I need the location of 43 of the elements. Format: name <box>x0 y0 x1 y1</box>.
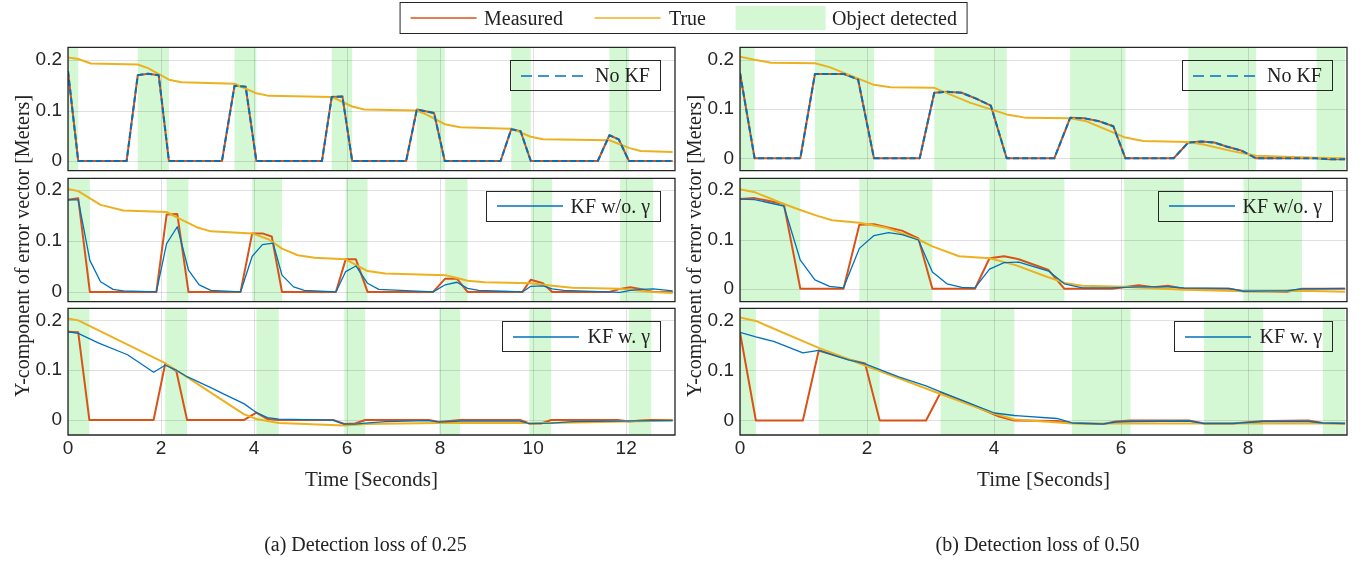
x-tick-label: 6 <box>341 436 353 458</box>
x-tick-label: 4 <box>988 436 1000 458</box>
x-tick-label: 6 <box>1115 436 1127 458</box>
x-tick-label: 12 <box>615 436 637 458</box>
x-tick-label: 2 <box>155 436 167 458</box>
x-tick-label: 2 <box>861 436 873 458</box>
y-tick-label: 0 <box>51 279 62 301</box>
text: (a) Detection loss of 0.25 <box>264 533 467 556</box>
y-tick-label: 0.2 <box>707 177 734 199</box>
x-axis-title: Time [Seconds] <box>977 466 1110 491</box>
y-tick-label: 0.2 <box>35 48 62 70</box>
y-tick-label: 0 <box>51 149 62 171</box>
y-axis-title: Y-component of error vector [Meters] <box>10 94 34 397</box>
y-tick-label: 0.2 <box>35 177 62 199</box>
legend-label: Object detected <box>831 6 957 30</box>
legend-label: True <box>668 6 706 30</box>
y-tick-label: 0 <box>723 146 734 168</box>
y-tick-label: 0 <box>723 408 734 430</box>
y-axis-title: Y-component of error vector [Meters] <box>682 94 706 397</box>
x-tick-label: 10 <box>522 436 544 458</box>
text: (b) Detection loss of 0.50 <box>935 533 1140 556</box>
y-tick-label: 0 <box>51 408 62 430</box>
y-tick-label: 0.1 <box>707 97 734 119</box>
legend-label: No KF <box>594 64 650 87</box>
legend-label: KF w. γ <box>587 325 650 348</box>
y-tick-label: 0.1 <box>707 358 734 380</box>
legend-label: No KF <box>1266 64 1322 87</box>
legend-label: KF w/o. γ <box>1242 194 1322 218</box>
y-tick-label: 0.2 <box>35 308 62 330</box>
y-tick-label: 0.1 <box>35 98 62 120</box>
legend-label: Measured <box>484 6 563 30</box>
x-tick-label: 4 <box>248 436 260 458</box>
y-tick-label: 0.1 <box>35 358 62 380</box>
y-tick-label: 0.2 <box>707 308 734 330</box>
legend-label: KF w/o. γ <box>570 194 650 218</box>
y-tick-label: 0.1 <box>35 228 62 250</box>
y-tick-label: 0.2 <box>707 47 734 69</box>
x-axis-title: Time [Seconds] <box>305 466 438 491</box>
x-tick-label: 8 <box>434 436 446 458</box>
y-tick-label: 0.1 <box>707 227 734 249</box>
x-tick-label: 8 <box>1242 436 1254 458</box>
y-tick-label: 0 <box>723 276 734 298</box>
legend-label: KF w. γ <box>1259 325 1322 348</box>
